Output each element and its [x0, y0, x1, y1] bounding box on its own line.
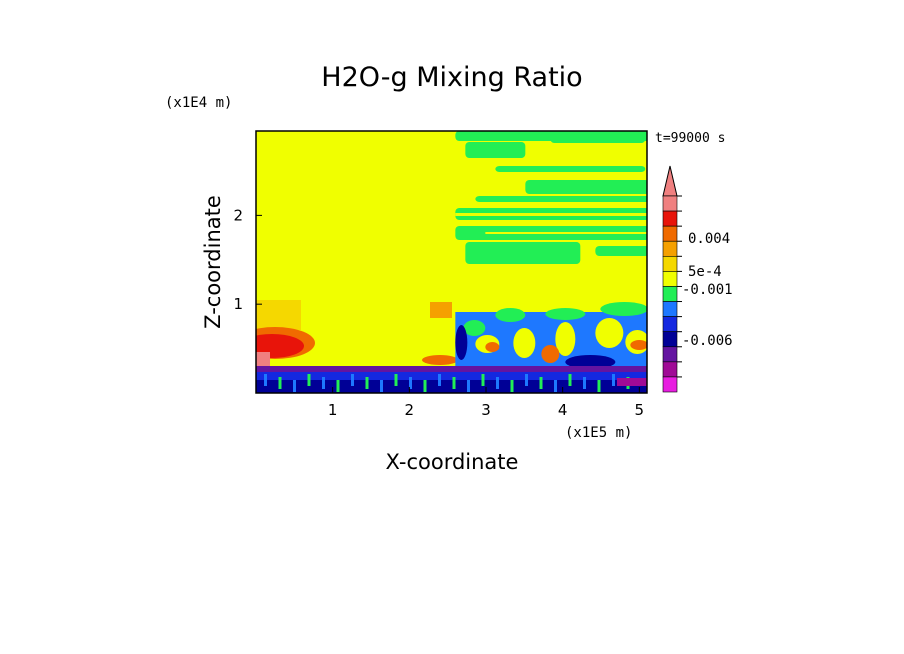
surface-speckle-15: [481, 374, 485, 386]
green-band-3: [495, 166, 646, 172]
surface-purple: [256, 366, 647, 374]
surface-speckle-1: [278, 377, 282, 389]
left-pink: [256, 352, 270, 366]
heatmap-field: [256, 131, 647, 393]
colorbar-swatch-8: [662, 316, 678, 332]
surface-speckle-11: [423, 380, 427, 392]
colorbar-label-1: 5e-4: [688, 264, 722, 280]
green-band-1: [465, 142, 526, 158]
colorbar-swatch-0: [662, 195, 678, 212]
colorbar-swatch-6: [662, 286, 678, 302]
yellow-streak-0: [455, 213, 647, 216]
green-band-4: [525, 180, 647, 194]
colorbar-swatch-5: [662, 271, 678, 287]
x-tick-label-4: 5: [635, 401, 645, 419]
x-tick-label-2: 3: [481, 401, 491, 419]
surface-speckle-24: [612, 374, 615, 386]
colorbar-extend-arrow: [662, 165, 678, 197]
green-band-2: [550, 135, 646, 143]
yellow-streak-1: [485, 232, 647, 234]
colorbar-swatch-11: [662, 361, 678, 378]
plume-6: [555, 322, 576, 356]
surface-speckle-0: [264, 374, 267, 386]
x-tick-label-1: 2: [405, 401, 415, 419]
surface-speckle-22: [583, 377, 586, 389]
surface-speckle-16: [496, 377, 499, 389]
surface-speckle-7: [365, 377, 369, 389]
colorbar-swatch-7: [662, 301, 678, 317]
colorbar-label-0: 0.004: [688, 231, 730, 247]
y-axis-label: Z-coordinate: [201, 195, 225, 329]
y-tick-label-1: 2: [233, 206, 243, 224]
plume-0: [463, 320, 486, 336]
plume-13: [565, 355, 616, 369]
green-band-5: [475, 196, 647, 202]
surface-magenta: [617, 378, 647, 386]
colorbar-swatch-2: [662, 225, 678, 242]
surface-speckle-2: [293, 380, 296, 392]
colorbar-swatch-9: [662, 331, 678, 348]
plume-10: [541, 345, 560, 363]
x-tick-label-3: 4: [558, 401, 568, 419]
green-band-9: [595, 246, 647, 256]
plume-1: [495, 308, 526, 322]
surface-speckle-19: [539, 377, 543, 389]
plume-11: [630, 340, 647, 350]
y-unit-label: (x1E4 m): [165, 95, 232, 111]
colorbar-swatch-3: [662, 240, 678, 257]
surface-speckle-12: [438, 374, 441, 386]
mid-orange: [422, 355, 458, 365]
plume-7: [595, 318, 624, 348]
x-axis-label: X-coordinate: [386, 450, 519, 474]
mid-lorange: [430, 302, 452, 318]
surface-speckle-21: [568, 374, 572, 386]
x-tick-label-0: 1: [328, 401, 338, 419]
x-unit-label: (x1E5 m): [565, 425, 632, 441]
colorbar-label-3: -0.006: [682, 333, 733, 349]
surface-speckle-8: [380, 380, 383, 392]
surface-speckle-6: [351, 374, 354, 386]
plume-9: [485, 342, 500, 352]
x-axis-ticks: 1 2 3 4 5: [328, 387, 644, 419]
plume-3: [600, 302, 647, 316]
y-axis-ticks: 12: [233, 206, 262, 313]
colorbar-swatch-12: [662, 376, 678, 393]
surface-speckle-10: [409, 377, 412, 389]
time-label: t=99000 s: [655, 131, 725, 146]
colorbar-label-2: -0.001: [682, 282, 733, 298]
colorbar: [662, 165, 682, 393]
plot-frame: [255, 130, 648, 394]
surface-speckle-14: [467, 380, 470, 392]
colorbar-swatch-1: [662, 210, 678, 227]
colorbar-labels: 0.004 5e-4 -0.001 -0.006: [682, 231, 733, 349]
surface-speckle-17: [510, 380, 514, 392]
y-tick-label-0: 1: [233, 295, 243, 313]
surface-speckle-18: [525, 374, 528, 386]
plume-12: [455, 325, 468, 360]
surface-speckle-4: [322, 377, 325, 389]
surface-speckle-9: [394, 374, 398, 386]
colorbar-swatch-4: [662, 256, 678, 272]
plume-2: [545, 308, 586, 320]
surface-speckle-23: [597, 380, 601, 392]
green-band-8: [465, 242, 581, 264]
surface-speckle-3: [307, 374, 311, 386]
left-gold: [256, 300, 301, 330]
left-red: [256, 334, 304, 358]
plume-5: [513, 328, 536, 358]
surface-speckle-20: [554, 380, 557, 392]
colorbar-swatch-10: [662, 346, 678, 363]
surface-navy: [256, 380, 647, 393]
chart-title: H2O-g Mixing Ratio: [321, 62, 582, 93]
surface-speckle-5: [336, 380, 340, 392]
surface-speckle-13: [452, 377, 456, 389]
